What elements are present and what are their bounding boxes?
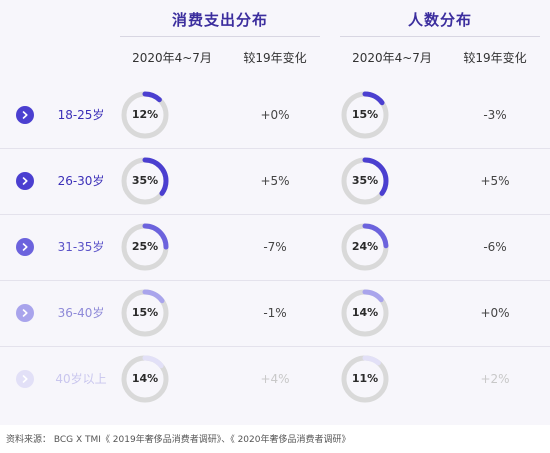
donut-svg [341, 91, 389, 139]
share-value-label: 35% [131, 174, 159, 187]
chevron-right-icon [16, 106, 34, 124]
donut-value-arc [121, 223, 169, 271]
donut-value-arc [341, 223, 389, 271]
age-group-label: 40岁以上 [55, 372, 107, 386]
share-value-label: 25% [131, 240, 159, 253]
share-value-label: 12% [131, 108, 159, 121]
share-value-label: 11% [351, 372, 379, 385]
table-row: 40岁以上 14% +4% 11% +2% [0, 346, 550, 412]
group-title-spending: 消费支出分布 [171, 11, 268, 29]
donut-value-arc [121, 91, 169, 139]
share-value-label: 15% [351, 108, 379, 121]
change-value-label: +5% [480, 174, 510, 188]
chevron-right-icon [16, 238, 34, 256]
share-donut: 12% [120, 90, 170, 140]
table-row: 31-35岁 25% -7% 24% -6% [0, 214, 550, 280]
share-value-label: 24% [351, 240, 379, 253]
share-donut: 35% [120, 156, 170, 206]
donut-value-arc [341, 289, 389, 337]
col-header-people-share: 2020年4~7月 [352, 51, 432, 65]
donut-svg [341, 355, 389, 403]
change-value-label: -3% [483, 108, 507, 122]
col-header-spending-share: 2020年4~7月 [132, 51, 212, 65]
share-donut: 24% [340, 222, 390, 272]
change-value-label: +0% [260, 108, 290, 122]
donut-value-arc [121, 289, 169, 337]
change-value-label: -7% [263, 240, 287, 254]
donut-svg [121, 157, 169, 205]
row-separator [0, 214, 550, 215]
donut-value-arc [341, 91, 389, 139]
donut-value-arc [121, 157, 169, 205]
share-value-label: 14% [351, 306, 379, 319]
change-value-label: -6% [483, 240, 507, 254]
donut-svg [121, 289, 169, 337]
change-value-label: +2% [480, 372, 510, 386]
donut-svg [121, 91, 169, 139]
chevron-right-icon [16, 304, 34, 322]
change-value-label: +4% [260, 372, 290, 386]
source-note: 资料来源： BCG X TMI《 2019年奢侈品消费者调研》、《 2020年奢… [6, 435, 351, 445]
row-separator [0, 148, 550, 149]
change-value-label: -1% [263, 306, 287, 320]
group-title-rule-people [340, 36, 540, 37]
col-header-people-change: 较19年变化 [463, 51, 527, 65]
change-value-label: +5% [260, 174, 290, 188]
share-value-label: 35% [351, 174, 379, 187]
donut-svg [341, 289, 389, 337]
share-donut: 35% [340, 156, 390, 206]
share-donut: 14% [340, 288, 390, 338]
age-group-label: 26-30岁 [57, 174, 105, 188]
donut-svg [121, 355, 169, 403]
age-group-label: 31-35岁 [57, 240, 105, 254]
donut-value-arc [341, 355, 389, 403]
donut-svg [121, 223, 169, 271]
table-row: 18-25岁 12% +0% 15% -3% [0, 82, 550, 148]
donut-svg [341, 157, 389, 205]
table-row: 26-30岁 35% +5% 35% +5% [0, 148, 550, 214]
row-separator [0, 280, 550, 281]
share-donut: 11% [340, 354, 390, 404]
table-row: 36-40岁 15% -1% 14% +0% [0, 280, 550, 346]
age-group-label: 18-25岁 [57, 108, 105, 122]
chart-panel: 消费支出分布 人数分布 2020年4~7月 较19年变化 2020年4~7月 较… [0, 11, 550, 412]
donut-svg [341, 223, 389, 271]
share-donut: 14% [120, 354, 170, 404]
chevron-right-icon [16, 370, 34, 388]
age-group-label: 36-40岁 [57, 306, 105, 320]
change-value-label: +0% [480, 306, 510, 320]
row-separator [0, 346, 550, 347]
share-donut: 25% [120, 222, 170, 272]
col-header-spending-change: 较19年变化 [243, 51, 307, 65]
share-value-label: 14% [131, 372, 159, 385]
share-donut: 15% [120, 288, 170, 338]
donut-value-arc [341, 157, 389, 205]
share-value-label: 15% [131, 306, 159, 319]
group-title-rule-spending [120, 36, 320, 37]
donut-value-arc [121, 355, 169, 403]
share-donut: 15% [340, 90, 390, 140]
chevron-right-icon [16, 172, 34, 190]
group-title-people: 人数分布 [407, 11, 472, 29]
